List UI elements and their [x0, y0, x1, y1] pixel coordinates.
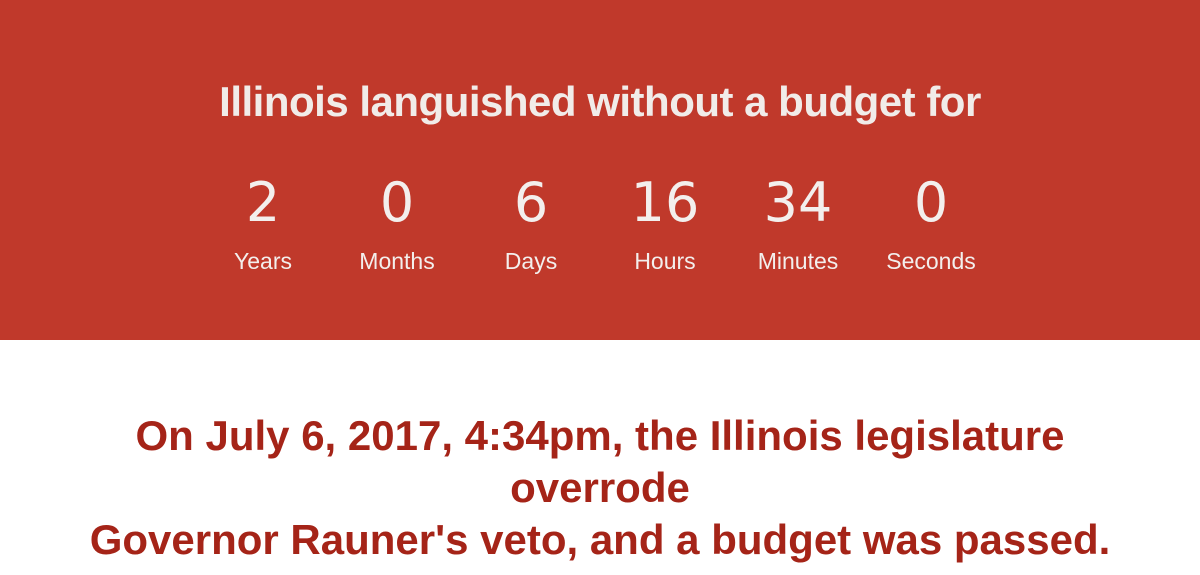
banner-headline: Illinois languished without a budget for [219, 78, 981, 125]
seconds-label: Seconds [886, 248, 976, 274]
countdown-years: 2 Years [193, 168, 333, 276]
months-label: Months [359, 248, 435, 274]
countdown-hours: 16 Hours [595, 168, 735, 276]
hours-value: 16 [630, 171, 700, 234]
countdown-minutes: 34 Minutes [728, 168, 868, 276]
days-value: 6 [513, 171, 549, 234]
minutes-value: 34 [763, 171, 833, 234]
countdown-banner: Illinois languished without a budget for… [0, 0, 1200, 340]
years-value: 2 [245, 171, 281, 234]
months-value: 0 [379, 171, 415, 234]
countdown-months: 0 Months [327, 168, 467, 276]
budget-statement: On July 6, 2017, 4:34pm, the Illinois le… [40, 410, 1160, 566]
seconds-value: 0 [913, 171, 949, 234]
statement-line-2: Governor Rauner's veto, and a budget was… [89, 516, 1111, 563]
hours-label: Hours [634, 248, 696, 274]
years-label: Years [234, 248, 292, 274]
minutes-label: Minutes [757, 248, 839, 274]
countdown-days: 6 Days [461, 168, 601, 276]
statement-line-1: On July 6, 2017, 4:34pm, the Illinois le… [135, 412, 1065, 511]
countdown-seconds: 0 Seconds [861, 168, 1001, 276]
days-label: Days [504, 248, 558, 274]
